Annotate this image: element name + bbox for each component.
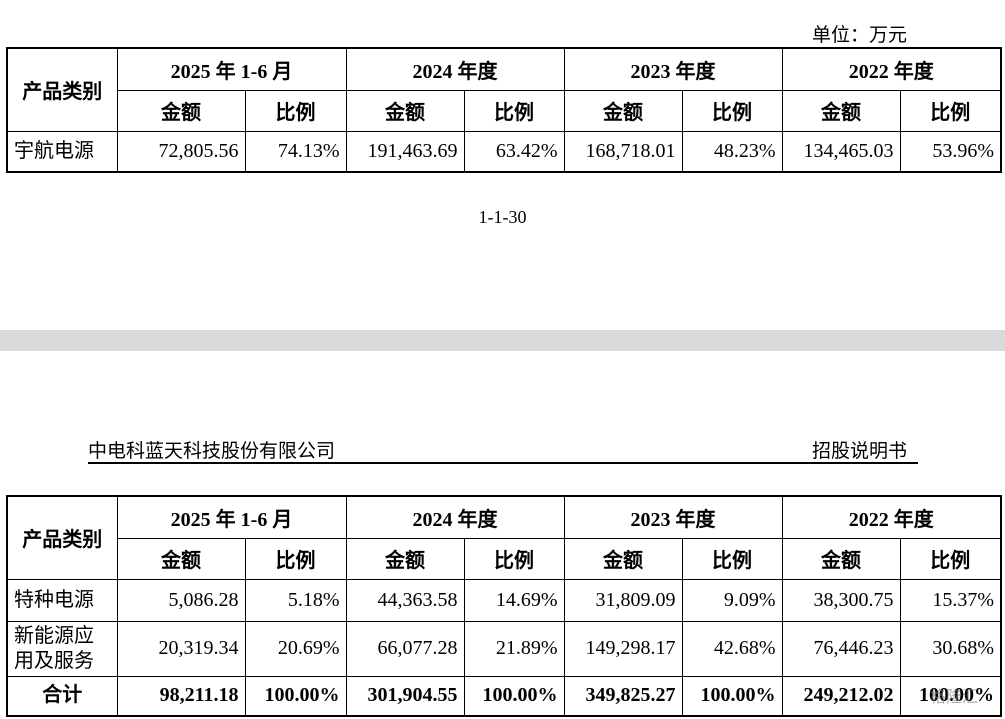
data-row: 特种电源 5,086.28 5.18% 44,363.58 14.69% 31,809.0… <box>6 578 1002 622</box>
header-row: 产品类别 2025 年 1-6 月 2024 年度 2023 年度 2022 年度 <box>6 47 1002 132</box>
unit-label: 单位：万元 <box>812 25 908 46</box>
table-cell: 66,077.28 <box>345 620 465 677</box>
header-row: 产品类别 2025 年 1-6 月 2024 年度 2023 年度 2022 年度 <box>6 495 1002 580</box>
table-cell: 63.42% <box>463 130 565 173</box>
table-cell: 比例 <box>244 537 347 580</box>
table-cell: 53.96% <box>899 130 1002 173</box>
table-cell: 比例 <box>463 537 565 580</box>
table-cell: 产品类别 <box>6 495 118 580</box>
table-cell: 100.00% <box>899 675 1002 717</box>
table-cell: 76,446.23 <box>781 620 901 677</box>
table-cell: 9.09% <box>681 578 783 622</box>
table-cell: 2025 年 1-6 月 <box>116 47 347 91</box>
header-rule <box>88 462 918 464</box>
table-cell: 金额 <box>345 89 465 132</box>
table-cell: 98,211.18 <box>116 675 246 717</box>
table-cell: 特种电源 <box>6 578 118 622</box>
table-cell: 20.69% <box>244 620 347 677</box>
cell-text: 特种电源 <box>14 588 94 611</box>
data-row: 宇航电源 72,805.56 74.13% 191,463.69 63.42% 168,7… <box>6 130 1002 173</box>
table-cell: 30.68% <box>899 620 1002 677</box>
table-cell: 21.89% <box>463 620 565 677</box>
table-cell: 301,904.55 <box>345 675 465 717</box>
table-cell: 比例 <box>463 89 565 132</box>
table-cell: 2022 年度 <box>781 47 1002 91</box>
table-cell: 100.00% <box>681 675 783 717</box>
table-cell: 5.18% <box>244 578 347 622</box>
table-cell: 比例 <box>681 89 783 132</box>
table-cell: 2025 年 1-6 月 <box>116 495 347 539</box>
table-cell: 100.00% <box>244 675 347 717</box>
table-cell: 金额 <box>116 537 246 580</box>
total-row: 合计 98,211.18 100.00% 301,904.55 100.00% 349,8… <box>6 675 1002 717</box>
table-cell: 2024 年度 <box>345 47 565 91</box>
table-cell: 比例 <box>899 89 1002 132</box>
table-cell: 宇航电源 <box>6 130 118 173</box>
table-cell: 5,086.28 <box>116 578 246 622</box>
cell-text: 新能源应用及服务 <box>14 624 94 672</box>
table-cell: 新能源应用及服务 <box>6 620 118 677</box>
table-cell: 134,465.03 <box>781 130 901 173</box>
table-cell: 2023 年度 <box>563 47 783 91</box>
table-cell: 2023 年度 <box>563 495 783 539</box>
table-cell: 149,298.17 <box>563 620 683 677</box>
table-cell: 15.37% <box>899 578 1002 622</box>
data-row: 新能源应用及服务 20,319.34 20.69% 66,077.28 21.89% 14… <box>6 620 1002 677</box>
table-cell: 金额 <box>563 89 683 132</box>
table-cell: 合计 <box>6 675 118 717</box>
table-cell: 191,463.69 <box>345 130 465 173</box>
table-bottom: 产品类别 2025 年 1-6 月 2024 年度 2023 年度 2022 年度 金额比… <box>6 495 1003 717</box>
subheader-row: 金额 比例 金额 比例 金额 比例 金额 比例 <box>7 89 1002 132</box>
table-cell: 2024 年度 <box>345 495 565 539</box>
table-cell: 168,718.01 <box>563 130 683 173</box>
company-name: 中电科蓝天科技股份有限公司 <box>88 441 336 462</box>
table-cell: 比例 <box>244 89 347 132</box>
table-cell: 金额 <box>563 537 683 580</box>
table-cell: 产品类别 <box>6 47 118 132</box>
page-number: 1-1-30 <box>478 207 527 227</box>
table-cell: 20,319.34 <box>116 620 246 677</box>
table-cell: 金额 <box>116 89 246 132</box>
cell-text: 合计 <box>42 684 83 707</box>
table-cell: 2022 年度 <box>781 495 1002 539</box>
table-cell: 48.23% <box>681 130 783 173</box>
table-cell: 44,363.58 <box>345 578 465 622</box>
page-divider <box>0 330 1005 351</box>
table-cell: 比例 <box>899 537 1002 580</box>
table-cell: 金额 <box>781 89 901 132</box>
table-cell: 349,825.27 <box>563 675 683 717</box>
table-cell: 金额 <box>345 537 465 580</box>
table-cell: 比例 <box>681 537 783 580</box>
table-cell: 31,809.09 <box>563 578 683 622</box>
table-cell: 14.69% <box>463 578 565 622</box>
watermark: 格隆汇 <box>930 687 979 706</box>
table-cell: 100.00% <box>463 675 565 717</box>
cell-text: 宇航电源 <box>14 139 94 162</box>
document-name: 招股说明书 <box>812 441 908 462</box>
table-cell: 72,805.56 <box>116 130 246 173</box>
table-cell: 249,212.02 <box>781 675 901 717</box>
table-cell: 38,300.75 <box>781 578 901 622</box>
table-cell: 42.68% <box>681 620 783 677</box>
table-cell: 74.13% <box>244 130 347 173</box>
subheader-row: 金额 比例 金额 比例 金额 比例 金额 比例 <box>7 537 1002 580</box>
table-cell: 金额 <box>781 537 901 580</box>
table-top: 产品类别 2025 年 1-6 月 2024 年度 2023 年度 2022 年度 金额比… <box>6 47 1003 173</box>
